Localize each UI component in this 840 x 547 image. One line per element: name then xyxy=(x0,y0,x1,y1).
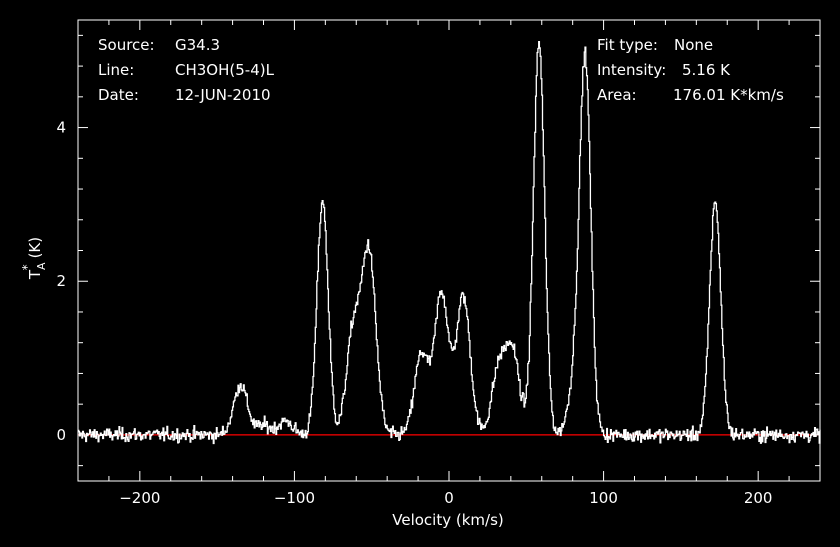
x-tick-label: 200 xyxy=(744,489,773,507)
ticks-layer: −200 −100 0 100 200 0 2 4 xyxy=(56,20,821,507)
x-tick-label: −100 xyxy=(274,489,315,507)
x-tick-label: −200 xyxy=(119,489,160,507)
x-tick-label: 100 xyxy=(589,489,618,507)
x-axis-label: Velocity (km/s) xyxy=(392,511,503,529)
info-area-value: 176.01 K*km/s xyxy=(673,86,784,104)
info-source-label: Source: xyxy=(98,36,155,54)
y-tick-label: 2 xyxy=(56,272,66,290)
spectrum-layer xyxy=(78,40,821,445)
y-tick-label: 4 xyxy=(56,119,66,137)
info-line-label: Line: xyxy=(98,61,134,79)
info-right-block: Fit type: None Intensity: 5.16 K Area: 1… xyxy=(597,36,784,104)
y-axis-label: TA*(K) xyxy=(20,237,48,280)
spectrum-line xyxy=(78,40,821,445)
info-fit-type-label: Fit type: xyxy=(597,36,658,54)
info-date-label: Date: xyxy=(98,86,139,104)
info-fit-type-value: None xyxy=(674,36,713,54)
info-left-block: Source: G34.3 Line: CH3OH(5-4)L Date: 12… xyxy=(98,36,275,104)
info-date-value: 12-JUN-2010 xyxy=(175,86,271,104)
svg-text:TA*(K): TA*(K) xyxy=(20,237,48,280)
info-source-value: G34.3 xyxy=(175,36,220,54)
x-tick-label: 0 xyxy=(444,489,454,507)
info-area-label: Area: xyxy=(597,86,637,104)
info-line-value: CH3OH(5-4)L xyxy=(175,61,275,79)
info-intensity-value: 5.16 K xyxy=(682,61,731,79)
y-tick-label: 0 xyxy=(56,426,66,444)
info-intensity-label: Intensity: xyxy=(597,61,666,79)
